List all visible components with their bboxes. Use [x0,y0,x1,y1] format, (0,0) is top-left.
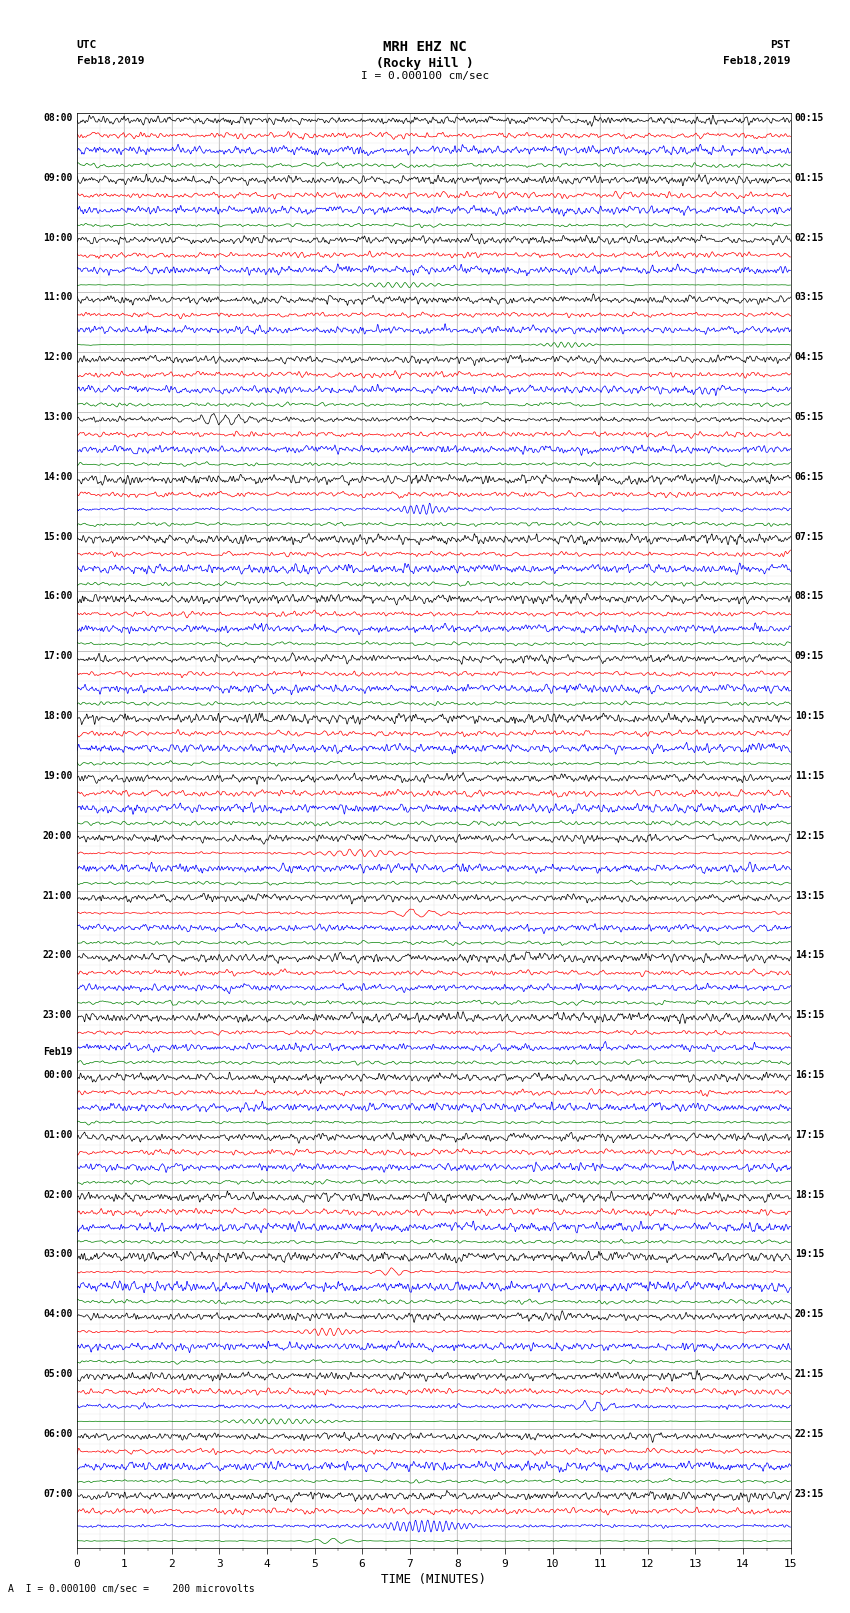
Text: 22:15: 22:15 [795,1429,824,1439]
Text: 11:00: 11:00 [42,292,72,302]
Text: 03:00: 03:00 [42,1250,72,1260]
Text: 05:00: 05:00 [42,1369,72,1379]
X-axis label: TIME (MINUTES): TIME (MINUTES) [381,1573,486,1586]
Text: 23:15: 23:15 [795,1489,824,1498]
Text: Feb19: Feb19 [42,1047,72,1057]
Text: PST: PST [770,40,790,50]
Text: 12:15: 12:15 [795,831,824,840]
Text: 03:15: 03:15 [795,292,824,302]
Text: 21:00: 21:00 [42,890,72,900]
Text: 17:15: 17:15 [795,1129,824,1140]
Text: 16:15: 16:15 [795,1069,824,1081]
Text: 20:00: 20:00 [42,831,72,840]
Text: 13:00: 13:00 [42,411,72,423]
Text: 07:00: 07:00 [42,1489,72,1498]
Text: MRH EHZ NC: MRH EHZ NC [383,40,467,55]
Text: 14:15: 14:15 [795,950,824,960]
Text: 06:00: 06:00 [42,1429,72,1439]
Text: 08:15: 08:15 [795,592,824,602]
Text: 17:00: 17:00 [42,652,72,661]
Text: 05:15: 05:15 [795,411,824,423]
Text: 00:00: 00:00 [42,1069,72,1081]
Text: 13:15: 13:15 [795,890,824,900]
Text: 19:15: 19:15 [795,1250,824,1260]
Text: UTC: UTC [76,40,97,50]
Text: 22:00: 22:00 [42,950,72,960]
Text: 20:15: 20:15 [795,1310,824,1319]
Text: 12:00: 12:00 [42,352,72,363]
Text: 15:15: 15:15 [795,1010,824,1019]
Text: 16:00: 16:00 [42,592,72,602]
Text: 09:15: 09:15 [795,652,824,661]
Text: (Rocky Hill ): (Rocky Hill ) [377,56,473,69]
Text: 11:15: 11:15 [795,771,824,781]
Text: A  I = 0.000100 cm/sec =    200 microvolts: A I = 0.000100 cm/sec = 200 microvolts [8,1584,255,1594]
Text: 01:15: 01:15 [795,173,824,182]
Text: Feb18,2019: Feb18,2019 [723,56,791,66]
Text: 15:00: 15:00 [42,532,72,542]
Text: 19:00: 19:00 [42,771,72,781]
Text: 02:15: 02:15 [795,232,824,242]
Text: 21:15: 21:15 [795,1369,824,1379]
Text: I = 0.000100 cm/sec: I = 0.000100 cm/sec [361,71,489,81]
Text: Feb18,2019: Feb18,2019 [76,56,144,66]
Text: 04:15: 04:15 [795,352,824,363]
Text: 14:00: 14:00 [42,473,72,482]
Text: 10:00: 10:00 [42,232,72,242]
Text: 18:00: 18:00 [42,711,72,721]
Text: 09:00: 09:00 [42,173,72,182]
Text: 23:00: 23:00 [42,1010,72,1019]
Text: 18:15: 18:15 [795,1190,824,1200]
Text: 10:15: 10:15 [795,711,824,721]
Text: 06:15: 06:15 [795,473,824,482]
Text: 02:00: 02:00 [42,1190,72,1200]
Text: 08:00: 08:00 [42,113,72,123]
Text: 07:15: 07:15 [795,532,824,542]
Text: 00:15: 00:15 [795,113,824,123]
Text: 01:00: 01:00 [42,1129,72,1140]
Text: 04:00: 04:00 [42,1310,72,1319]
